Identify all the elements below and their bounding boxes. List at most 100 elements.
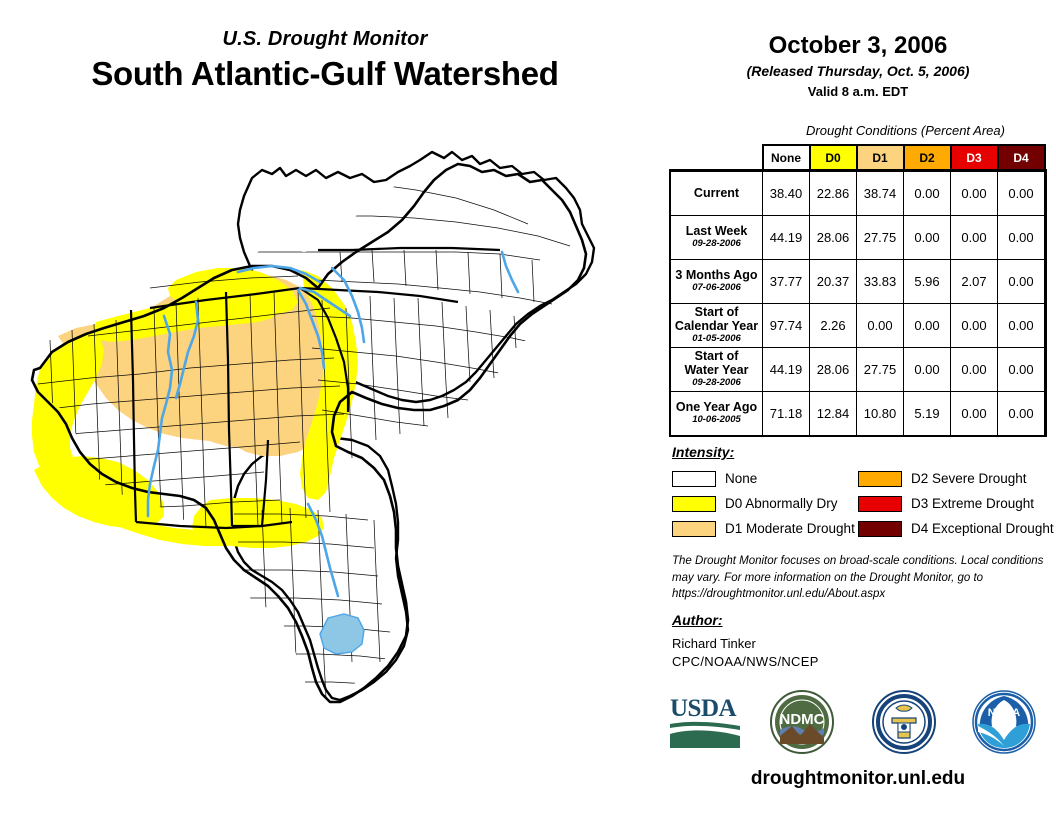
page-title: South Atlantic-Gulf Watershed [91, 55, 559, 92]
row-label-start-of-water-year: Start of Water Year 09-28-2006 [670, 346, 763, 392]
cell-d3: 0.00 [950, 214, 998, 260]
release-date: (Released Thursday, Oct. 5, 2006) [746, 63, 970, 79]
cell-d3: 0.00 [950, 346, 998, 392]
row-label-last-week: Last Week 09-28-2006 [670, 214, 763, 260]
cell-d2: 0.00 [903, 302, 951, 348]
valid-time: Valid 8 a.m. EDT [807, 84, 909, 99]
cell-d4: 0.00 [997, 214, 1045, 260]
row-label-date: 01-05-2006 [692, 333, 741, 345]
cell-d2: 5.19 [903, 390, 951, 436]
cell-d4: 0.00 [997, 258, 1045, 304]
row-label-start-of-calendar-year: Start of Calendar Year 01-05-2006 [670, 302, 763, 348]
map-d0-area [32, 268, 358, 548]
legend-swatch-d3 [858, 495, 902, 512]
legend-title: Intensity: [672, 444, 735, 460]
usdc-seal [872, 690, 936, 754]
title-block: U.S. Drought Monitor South Atlantic-Gulf… [0, 28, 650, 93]
cell-d4: 0.00 [997, 390, 1045, 436]
cell-d1: 38.74 [856, 170, 904, 216]
legend-swatch-d1 [672, 520, 716, 537]
cell-d0: 12.84 [809, 390, 857, 436]
drought-conditions-table: None D0 D1 D2 D3 D4 Current 38.40 22.86 … [668, 144, 1047, 437]
cell-none: 44.19 [762, 214, 810, 260]
cell-d0: 2.26 [809, 302, 857, 348]
cell-d1: 27.75 [856, 214, 904, 260]
row-label-text: Start of Water Year [684, 348, 749, 378]
cell-d0: 28.06 [809, 214, 857, 260]
map-container[interactable] [0, 140, 660, 740]
cell-d3: 0.00 [950, 390, 998, 436]
legend-label-d0: D0 Abnormally Dry [725, 496, 838, 512]
cell-d1: 33.83 [856, 258, 904, 304]
legend-item-d0: D0 Abnormally Dry [672, 495, 838, 512]
legend-item-d4: D4 Exceptional Drought [858, 520, 1054, 537]
cell-d2: 0.00 [903, 214, 951, 260]
map-county-boundaries [37, 181, 571, 699]
col-header-d4: D4 [996, 144, 1046, 172]
cell-d0: 20.37 [809, 258, 857, 304]
table-body: Current 38.40 22.86 38.74 0.00 0.00 0.00… [668, 169, 1047, 437]
cell-d3: 2.07 [950, 258, 998, 304]
row-label-text: Last Week [685, 223, 748, 238]
cell-d2: 0.00 [903, 346, 951, 392]
noaa-logo: NOAA [972, 690, 1036, 754]
usda-logo: USDA [670, 695, 740, 748]
map-state-boundaries [129, 246, 501, 530]
drought-map-svg[interactable] [0, 140, 660, 740]
legend-item-none: None [672, 470, 757, 487]
ndmc-logo: NDMC [770, 690, 834, 754]
cell-d1: 10.80 [856, 390, 904, 436]
legend-item-d2: D2 Severe Drought [858, 470, 1027, 487]
table-corner-cell [671, 145, 763, 171]
table-row: Current 38.40 22.86 38.74 0.00 0.00 0.00 [670, 170, 1045, 216]
legend-label-d2: D2 Severe Drought [911, 471, 1027, 487]
cell-d0: 28.06 [809, 346, 857, 392]
col-header-d1: D1 [855, 144, 905, 172]
cell-d1: 0.00 [856, 302, 904, 348]
col-header-d3: D3 [949, 144, 999, 172]
table-row: Start of Calendar Year 01-05-2006 97.74 2… [670, 302, 1045, 348]
legend-swatch-d0 [672, 495, 716, 512]
cell-d2: 5.96 [903, 258, 951, 304]
legend-swatch-d2 [858, 470, 902, 487]
row-label-date: 07-06-2006 [692, 282, 741, 294]
legend-item-d1: D1 Moderate Drought [672, 520, 855, 537]
cell-d1: 27.75 [856, 346, 904, 392]
col-header-none: None [761, 144, 811, 172]
row-label-text: One Year Ago [675, 399, 758, 414]
table-row: 3 Months Ago 07-06-2006 37.77 20.37 33.8… [670, 258, 1045, 304]
website-url[interactable]: droughtmonitor.unl.edu [750, 768, 966, 789]
row-label-one-year-ago: One Year Ago 10-06-2005 [670, 390, 763, 436]
legend-swatch-d4 [858, 520, 902, 537]
row-label-date: 10-06-2005 [692, 414, 741, 426]
row-label-3-months-ago: 3 Months Ago 07-06-2006 [670, 258, 763, 304]
logo-strip: USDA NDMC [660, 690, 1056, 760]
col-header-d2: D2 [902, 144, 952, 172]
cell-d4: 0.00 [997, 170, 1045, 216]
cell-d3: 0.00 [950, 170, 998, 216]
usda-logo-text: USDA [670, 695, 737, 722]
row-label-current: Current [670, 170, 763, 216]
cell-d2: 0.00 [903, 170, 951, 216]
legend-label-none: None [725, 471, 758, 487]
author-org: CPC/NOAA/NWS/NCEP [672, 654, 819, 669]
row-label-text: Current [693, 185, 740, 200]
legend-swatch-none [672, 470, 716, 487]
noaa-logo-text: NOAA [988, 707, 1020, 719]
legend-label-d3: D3 Extreme Drought [911, 496, 1035, 512]
legend-label-d1: D1 Moderate Drought [725, 521, 855, 537]
table-row: Last Week 09-28-2006 44.19 28.06 27.75 0… [670, 214, 1045, 260]
cell-d4: 0.00 [997, 302, 1045, 348]
report-date: October 3, 2006 [768, 32, 948, 59]
right-panel: October 3, 2006 (Released Thursday, Oct.… [660, 0, 1056, 816]
disclaimer-text: The Drought Monitor focuses on broad-sca… [672, 555, 1044, 601]
col-header-d0: D0 [808, 144, 858, 172]
cell-d4: 0.00 [997, 346, 1045, 392]
table-header-row: None D0 D1 D2 D3 D4 [671, 144, 1046, 172]
row-label-text: Start of Calendar Year [674, 304, 759, 334]
legend-item-d3: D3 Extreme Drought [858, 495, 1034, 512]
author-name: Richard Tinker [672, 636, 756, 651]
cell-d0: 22.86 [809, 170, 857, 216]
cell-none: 97.74 [762, 302, 810, 348]
cell-none: 38.40 [762, 170, 810, 216]
